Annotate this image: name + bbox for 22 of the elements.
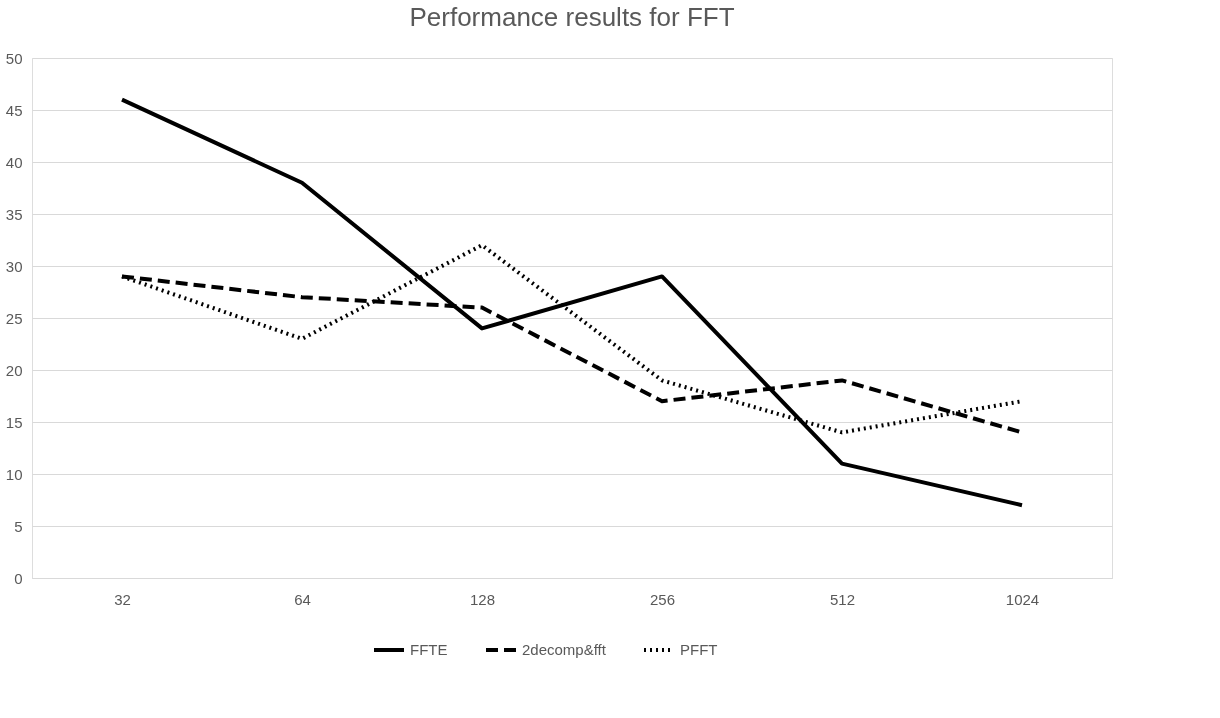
x-tick-label: 64 (294, 590, 311, 608)
y-tick-label: 15 (5, 413, 23, 431)
x-tick-label: 1024 (1005, 590, 1040, 608)
y-tick-label: 40 (5, 153, 23, 171)
line-series (120, 97, 1024, 508)
x-tick-label: 32 (114, 590, 131, 608)
y-tick-label: 10 (5, 465, 23, 483)
y-tick-label: 50 (5, 49, 23, 67)
chart-title: Performance results for FFT (409, 2, 735, 32)
x-tick-label: 256 (649, 590, 676, 608)
y-tick-label: 25 (5, 309, 23, 327)
legend-label: PFFT (680, 641, 718, 658)
x-tick-label: 128 (469, 590, 496, 608)
y-tick-label: 35 (5, 205, 23, 223)
y-tick-label: 0 (14, 569, 23, 587)
x-tick-label: 512 (829, 590, 856, 608)
y-tick-label: 20 (5, 361, 23, 379)
y-tick-label: 30 (5, 257, 23, 275)
legend-label: 2decomp&fft (522, 641, 607, 658)
y-tick-label: 5 (14, 517, 23, 535)
legend-label: FFTE (410, 641, 448, 658)
y-tick-label: 45 (5, 101, 23, 119)
